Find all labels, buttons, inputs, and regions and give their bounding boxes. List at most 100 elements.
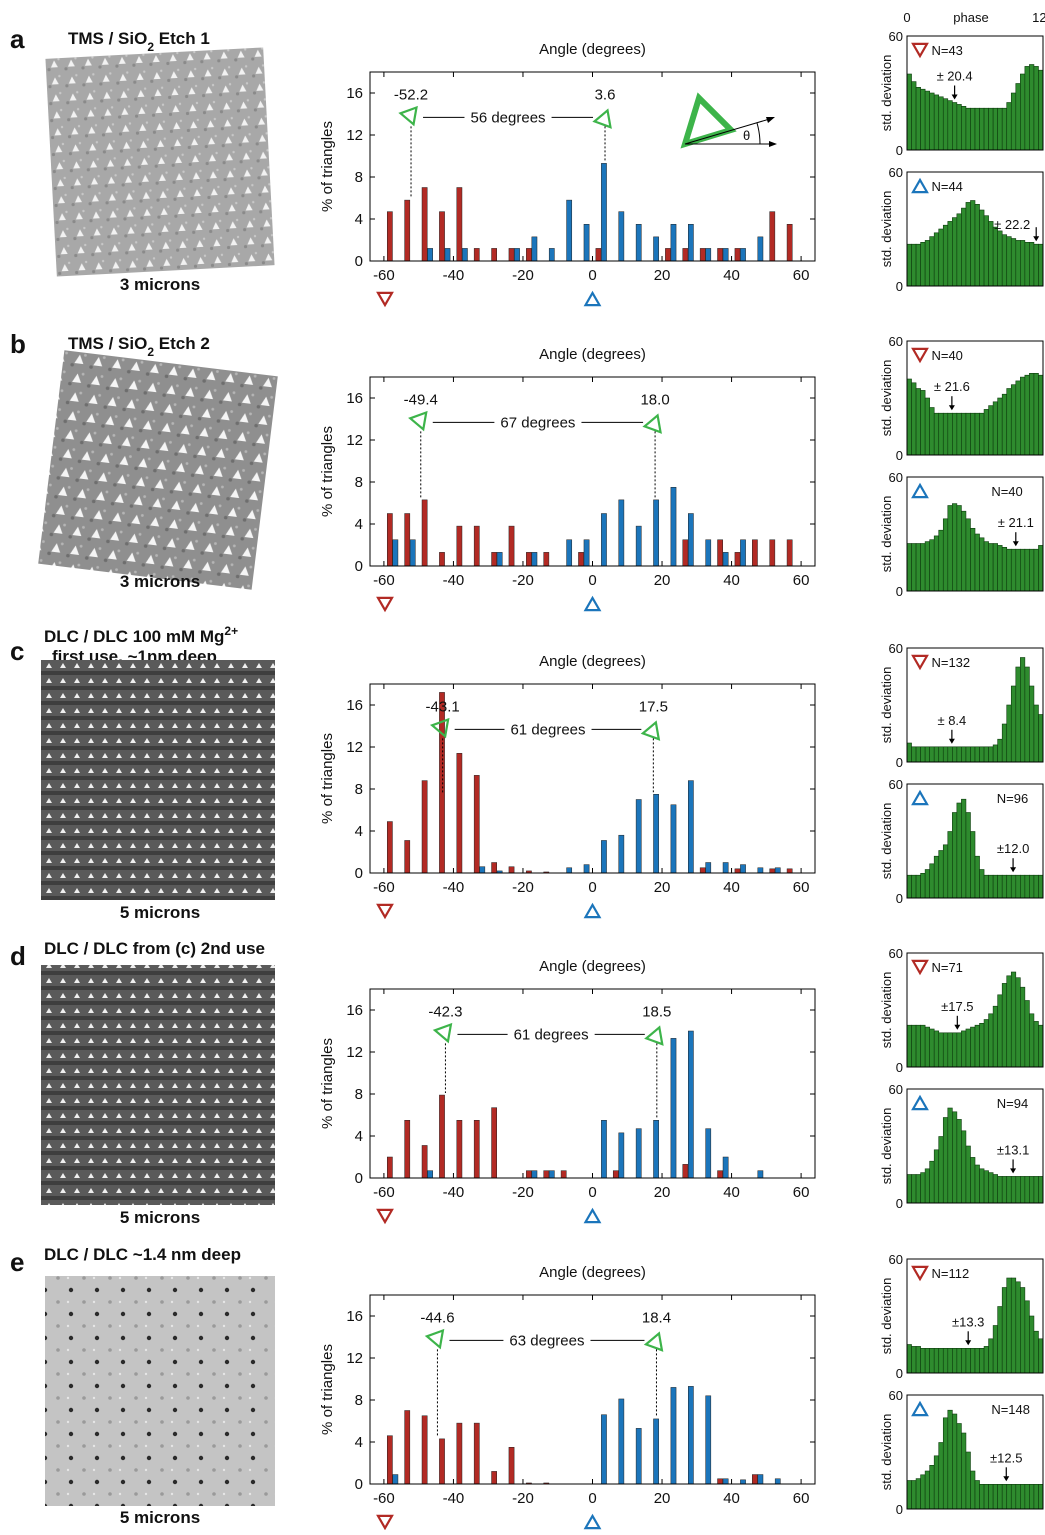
x-tick-label: -60 — [373, 267, 395, 284]
bar — [421, 1145, 428, 1179]
y-tick-label: 0 — [896, 1196, 903, 1211]
hist-bar — [1024, 1300, 1030, 1374]
hist-bar — [1001, 1287, 1008, 1374]
bar — [635, 1428, 642, 1485]
hist-bar — [974, 746, 980, 763]
y-tick-label: 8 — [355, 169, 363, 186]
x-tick-label: 60 — [793, 572, 810, 589]
x-tick-label: -40 — [443, 572, 465, 589]
y-tick-label: 16 — [346, 85, 363, 102]
hist-bar — [942, 844, 949, 899]
hist-bar — [965, 1348, 971, 1374]
inset-angle-arc — [756, 122, 761, 145]
bar — [699, 248, 706, 262]
x-tick-label: 40 — [723, 879, 740, 896]
hist-bar — [933, 535, 940, 592]
hist-bar — [992, 1325, 998, 1374]
x-tick-label: 0 — [588, 267, 596, 284]
hist-bar — [1006, 102, 1012, 151]
down-triangle-icon — [911, 42, 929, 59]
bar — [543, 1170, 550, 1179]
y-tick-label: 0 — [896, 143, 903, 158]
bar — [722, 248, 729, 262]
x-tick-label: 0 — [588, 1184, 596, 1201]
bar — [682, 539, 689, 567]
bar — [688, 513, 694, 567]
bar — [421, 780, 428, 874]
y-tick-label: 12 — [346, 1044, 363, 1061]
bar — [508, 1447, 515, 1485]
hist-bar — [911, 382, 917, 456]
hist-bar — [906, 1480, 912, 1510]
hist-bar — [1038, 714, 1044, 763]
micrograph — [41, 965, 275, 1205]
bar — [566, 199, 573, 262]
title-part: Etch 2 — [154, 334, 210, 353]
hist-bar — [1010, 548, 1017, 592]
hist-bar — [933, 855, 940, 899]
hist-bar — [961, 746, 967, 763]
hist-frame — [906, 952, 1044, 1068]
hist-bar — [952, 1413, 958, 1510]
hist-bar — [947, 412, 953, 456]
hist-bar — [979, 107, 985, 151]
bar — [404, 513, 411, 567]
angle-marker — [398, 105, 418, 127]
hist-bar — [911, 543, 917, 592]
up-triangle-icon — [911, 482, 929, 499]
hist-bar — [997, 1484, 1003, 1510]
hist-bar — [1020, 548, 1026, 592]
panel-letter: a — [10, 24, 25, 54]
hist-bar — [1024, 1000, 1030, 1068]
bar — [705, 1395, 712, 1485]
down-triangle-icon — [911, 1265, 929, 1282]
hist-bar — [983, 107, 989, 151]
hist-bar — [961, 106, 967, 151]
hist-bar — [961, 1030, 967, 1068]
hist-bar — [988, 1338, 994, 1374]
hist-bar — [965, 1145, 971, 1204]
plot-frame — [369, 376, 816, 567]
spread-arrowhead — [948, 405, 955, 411]
title-part: DLC / DLC from (c) 2nd use — [44, 939, 265, 958]
hist-bar — [992, 226, 998, 287]
hist-bar — [1029, 548, 1035, 592]
bar — [722, 862, 729, 874]
hist-bar — [906, 73, 912, 151]
bar — [595, 248, 602, 262]
hist-bar — [938, 1032, 944, 1068]
hist-bar — [979, 869, 985, 899]
hist-bar — [1010, 238, 1017, 287]
bar — [717, 539, 723, 567]
hist-bar — [997, 1176, 1003, 1204]
bar — [682, 248, 689, 262]
y-tick-label: 0 — [896, 279, 903, 294]
bar — [560, 1170, 567, 1179]
hist-bar — [965, 746, 971, 763]
hist-bar — [915, 1024, 921, 1068]
bar — [531, 236, 538, 262]
hist-bar — [983, 215, 989, 287]
hist-frame — [906, 1394, 1044, 1510]
hist-bar — [933, 1348, 940, 1374]
bar — [653, 1418, 659, 1485]
hist-bar — [933, 412, 940, 456]
y-axis-label: std. deviation — [879, 55, 894, 132]
bar — [722, 1156, 729, 1179]
angle-marker — [642, 413, 662, 434]
bar — [769, 539, 776, 567]
y-axis-label: % of triangles — [319, 733, 336, 824]
hist-frame — [906, 340, 1044, 456]
hist-bar — [1015, 1484, 1021, 1510]
bar — [473, 248, 480, 262]
hist-bar — [965, 812, 971, 899]
hist-bar — [947, 831, 953, 899]
down-triangle-icon — [911, 347, 929, 364]
y-axis-label: std. deviation — [879, 1278, 894, 1355]
hist-bar — [1015, 83, 1021, 151]
y-tick-label: 8 — [355, 1392, 363, 1409]
y-tick-label: 0 — [896, 1366, 903, 1381]
spread-arrowhead — [1003, 1476, 1010, 1482]
hist-bar — [1006, 1484, 1012, 1510]
hist-bar — [1010, 1484, 1017, 1510]
